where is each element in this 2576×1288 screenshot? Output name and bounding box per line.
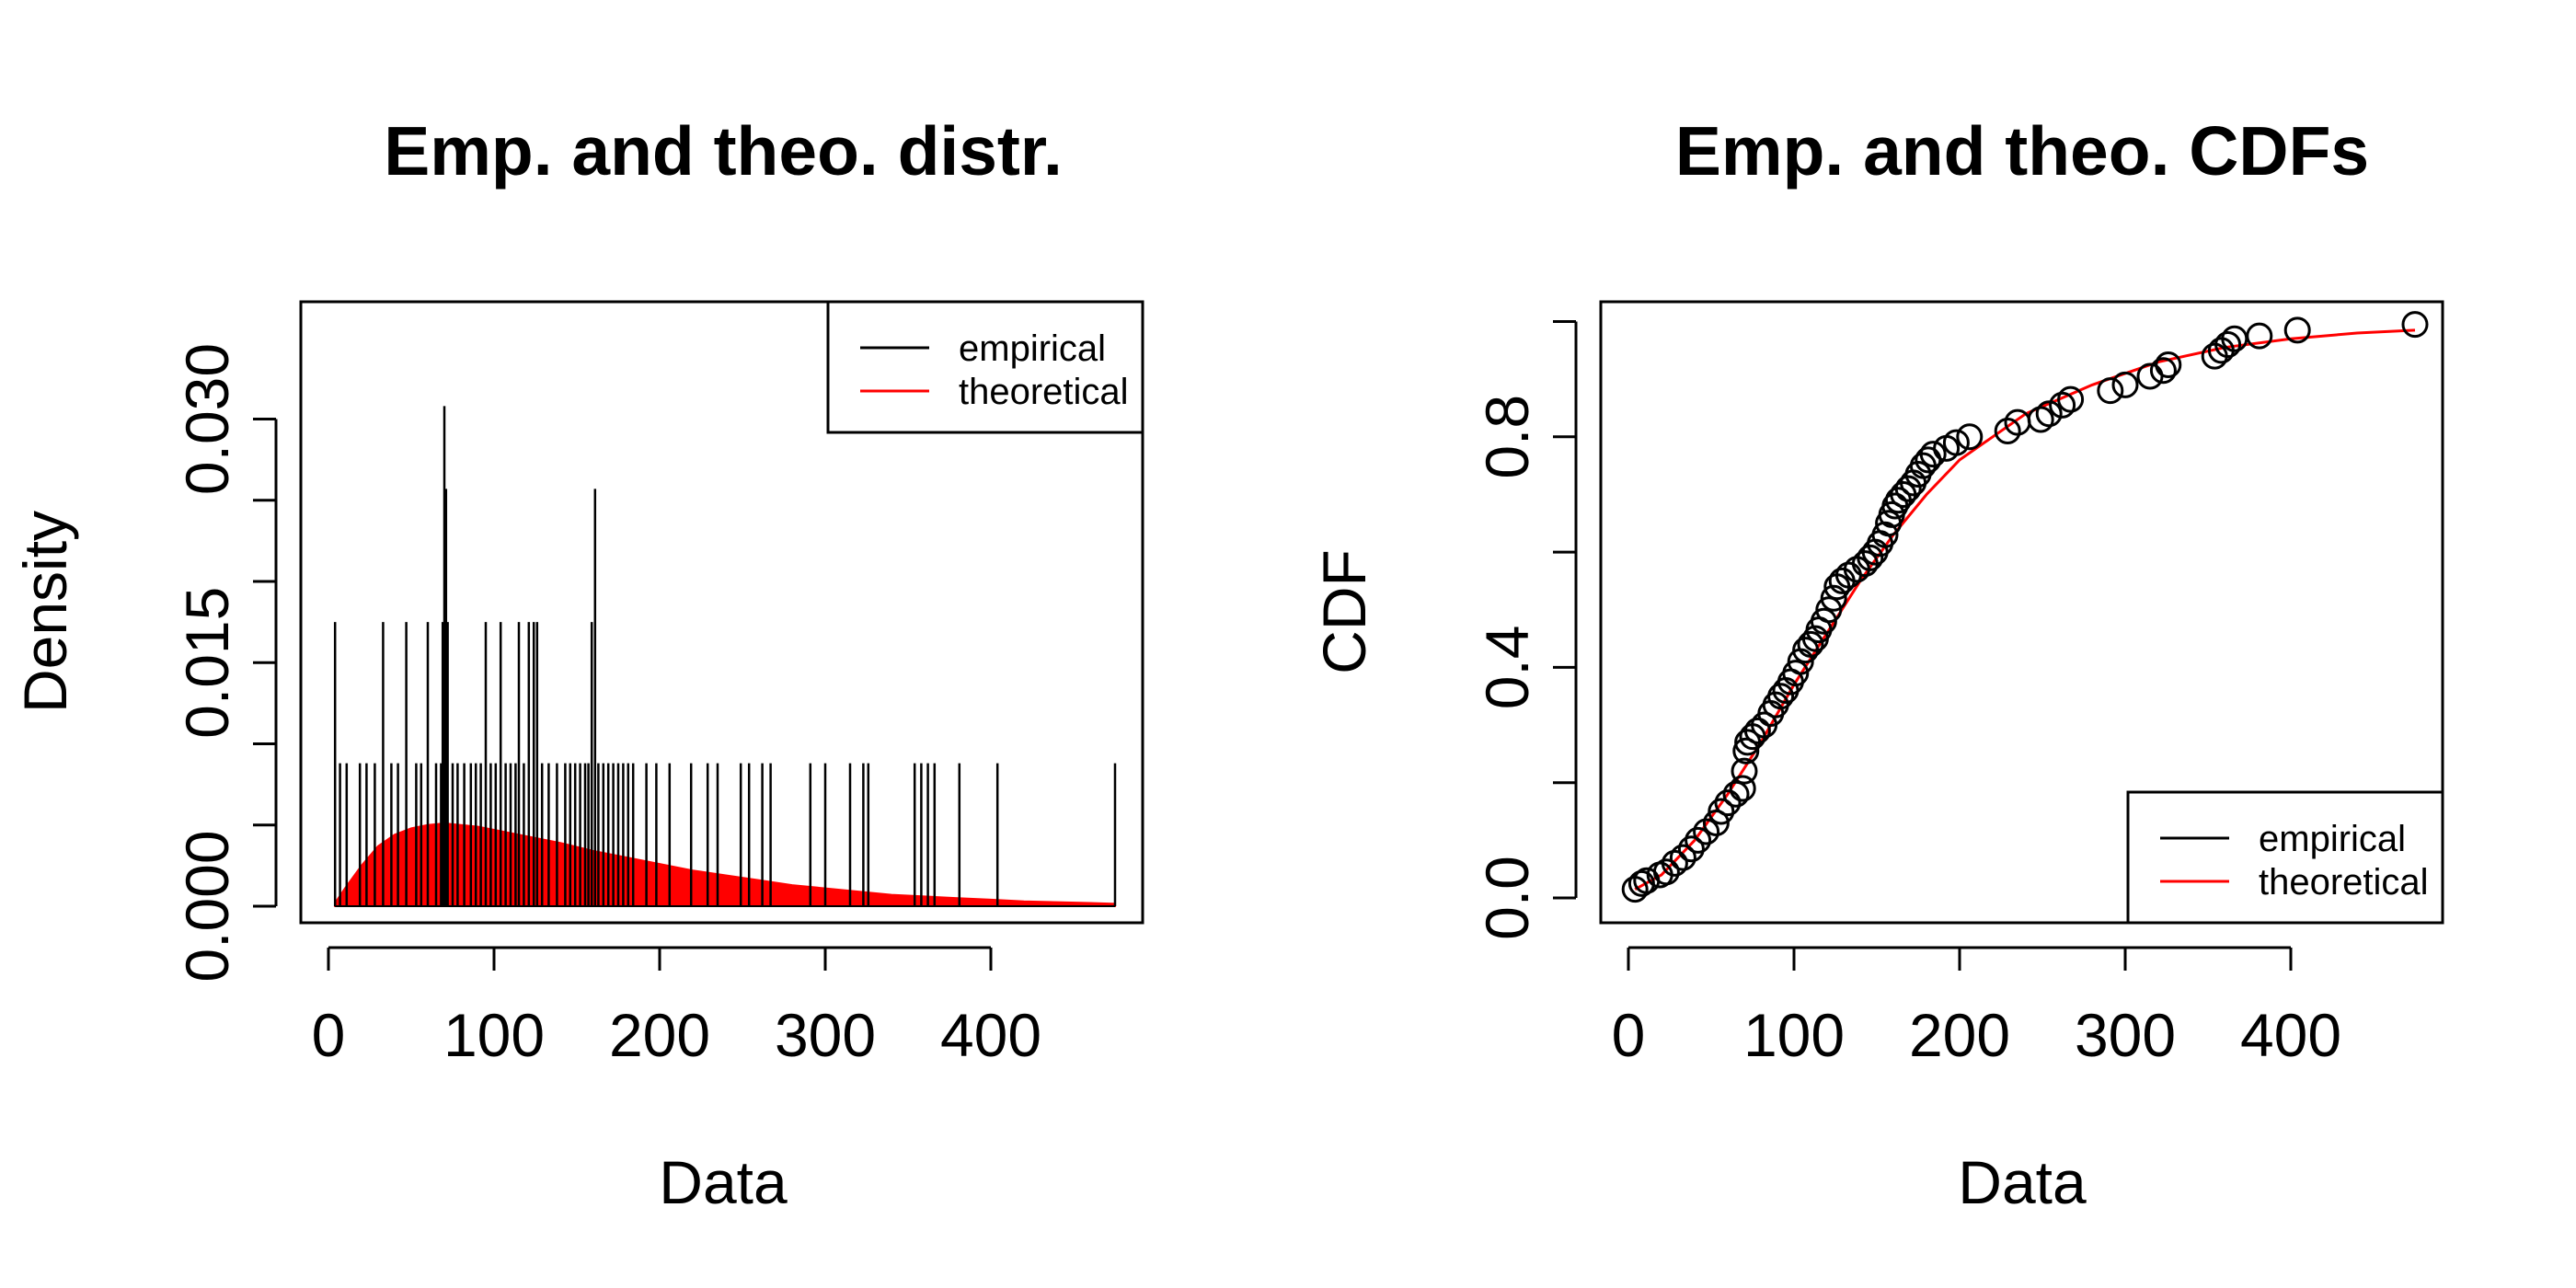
cdf-legend-theoretical-label: theoretical bbox=[2259, 862, 2429, 903]
empirical-cdf-points bbox=[1621, 311, 2429, 903]
theoretical-cdf-curve bbox=[1634, 328, 2416, 891]
cdf-x-tick-label: 200 bbox=[1909, 1001, 2010, 1069]
theoretical-cdf-line bbox=[1634, 328, 2416, 891]
theoretical-density-fill bbox=[334, 822, 1116, 907]
empirical-cdf-point bbox=[1693, 818, 1720, 845]
density-panel: Emp. and theo. distr. 0 100 200 300 400 0.00… bbox=[11, 112, 1144, 1216]
empirical-cdf-point bbox=[1708, 798, 1735, 825]
empirical-cdf-point bbox=[2155, 351, 2182, 378]
cdf-legend: empirical theoretical bbox=[2126, 790, 2444, 925]
cdf-x-tick-label: 300 bbox=[2075, 1001, 2176, 1069]
theoretical-density-area bbox=[334, 822, 1116, 907]
cdf-legend-box bbox=[2126, 790, 2444, 925]
empirical-cdf-point bbox=[1815, 596, 1843, 624]
cdf-title: Emp. and theo. CDFs bbox=[1675, 112, 2369, 190]
cdf-panel: Emp. and theo. CDFs 0 100 200 300 400 0.0 0.4… bbox=[1310, 112, 2444, 1216]
density-title: Emp. and theo. distr. bbox=[384, 112, 1063, 190]
density-x-tick-label: 300 bbox=[775, 1001, 876, 1069]
cdf-x-tick-label: 0 bbox=[1612, 1001, 1646, 1069]
empirical-cdf-point bbox=[2057, 385, 2085, 413]
empirical-cdf-point bbox=[1661, 849, 1688, 877]
empirical-cdf-point bbox=[1767, 683, 1795, 710]
empirical-cdf-point bbox=[2111, 371, 2139, 398]
cdf-y-tick-label: 0.8 bbox=[1473, 395, 1541, 479]
empirical-cdf-point bbox=[2027, 406, 2054, 433]
density-legend-empirical-label: empirical bbox=[959, 328, 1106, 369]
density-legend: empirical theoretical bbox=[826, 300, 1144, 434]
empirical-cdf-point bbox=[2214, 331, 2242, 359]
density-x-tick-label: 400 bbox=[940, 1001, 1041, 1069]
cdf-y-axis-title: CDF bbox=[1310, 549, 1378, 674]
cdf-plot-box bbox=[1599, 300, 2444, 925]
empirical-cdf-point bbox=[1857, 544, 1884, 571]
empirical-cdf-point bbox=[1702, 810, 1730, 837]
empirical-cdf-point bbox=[1731, 757, 1758, 785]
empirical-cdf-point bbox=[1714, 789, 1742, 817]
empirical-cdf-point bbox=[2035, 400, 2063, 428]
empirical-cdf-point bbox=[1797, 630, 1824, 658]
density-y-tick-label: 0.030 bbox=[173, 343, 241, 495]
empirical-cdf-point bbox=[1743, 717, 1771, 744]
density-y-axis: 0.000 0.015 0.030 bbox=[173, 343, 278, 983]
density-x-axis: 0 100 200 300 400 bbox=[312, 946, 1041, 1069]
empirical-cdf-point bbox=[1871, 521, 1899, 548]
empirical-cdf-point bbox=[1894, 475, 1922, 502]
empirical-cdf-point bbox=[1919, 441, 1947, 468]
cdf-x-axis-title: Data bbox=[1958, 1148, 2087, 1216]
density-y-axis-title: Density bbox=[11, 511, 79, 713]
density-x-axis-title: Data bbox=[659, 1148, 788, 1216]
empirical-cdf-point bbox=[1942, 429, 1970, 456]
cdf-y-tick-label: 0.4 bbox=[1473, 626, 1541, 710]
empirical-cdf-point bbox=[1677, 835, 1705, 863]
cdf-x-axis: 0 100 200 300 400 bbox=[1612, 946, 2341, 1069]
empirical-cdf-point bbox=[2401, 311, 2429, 339]
density-x-tick-label: 200 bbox=[609, 1001, 710, 1069]
cdf-legend-empirical-label: empirical bbox=[2259, 819, 2406, 859]
empirical-cdf-point bbox=[2283, 316, 2311, 344]
empirical-cdf-point bbox=[1732, 737, 1760, 765]
empirical-cdf-point bbox=[1722, 780, 1750, 808]
cdf-x-tick-label: 100 bbox=[1743, 1001, 1845, 1069]
empirical-cdf-point bbox=[1669, 844, 1696, 871]
empirical-cdf-point bbox=[1729, 775, 1756, 802]
empirical-cdf-point bbox=[1782, 660, 1810, 687]
empirical-spikes bbox=[333, 406, 1117, 907]
empirical-cdf-point bbox=[1994, 418, 2021, 445]
density-y-tick-label: 0.015 bbox=[173, 587, 241, 739]
empirical-cdf-point bbox=[2246, 322, 2273, 350]
empirical-cdf-point bbox=[2049, 391, 2076, 419]
empirical-cdf-point bbox=[1685, 826, 1712, 854]
empirical-cdf-point bbox=[1652, 858, 1680, 886]
density-legend-theoretical-label: theoretical bbox=[959, 372, 1129, 412]
cdf-y-tick-label: 0.0 bbox=[1473, 856, 1541, 940]
empirical-cdf-point bbox=[2149, 357, 2177, 385]
density-x-tick-label: 0 bbox=[312, 1001, 346, 1069]
empirical-cdf-point bbox=[2097, 377, 2124, 405]
empirical-cdf-point bbox=[2136, 362, 2164, 390]
density-plot-box bbox=[299, 300, 1144, 925]
cdf-y-axis: 0.0 0.4 0.8 bbox=[1473, 320, 1578, 940]
cdf-x-tick-label: 400 bbox=[2240, 1001, 2341, 1069]
density-x-tick-label: 100 bbox=[443, 1001, 545, 1069]
density-legend-box bbox=[826, 300, 1144, 434]
empirical-cdf-point bbox=[1956, 423, 1984, 451]
empirical-cdf-point bbox=[1820, 584, 1847, 612]
density-y-tick-label: 0.000 bbox=[173, 830, 241, 982]
empirical-cdf-point bbox=[1810, 607, 1837, 635]
